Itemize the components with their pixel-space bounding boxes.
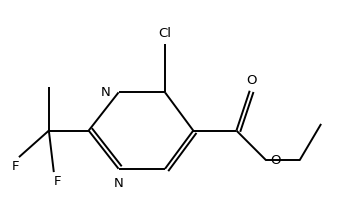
- Text: F: F: [54, 175, 62, 188]
- Text: O: O: [270, 154, 281, 167]
- Text: N: N: [100, 86, 110, 99]
- Text: F: F: [12, 160, 19, 174]
- Text: O: O: [246, 74, 257, 87]
- Text: Cl: Cl: [159, 27, 172, 40]
- Text: N: N: [114, 177, 124, 190]
